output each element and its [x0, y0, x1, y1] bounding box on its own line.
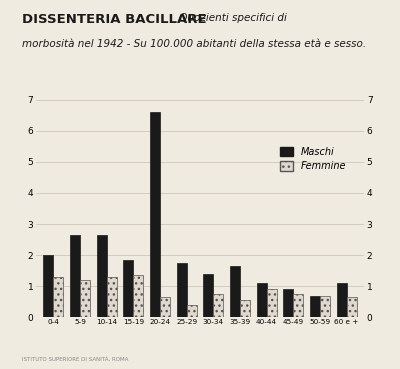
Bar [187, 305, 197, 317]
Bar [283, 289, 293, 317]
Bar [256, 283, 267, 317]
Bar [133, 275, 144, 317]
Text: ISTITUTO SUPERIORE DI SANITÀ, ROMA: ISTITUTO SUPERIORE DI SANITÀ, ROMA [22, 357, 128, 362]
Bar [80, 280, 90, 317]
Bar [176, 263, 187, 317]
Bar [107, 277, 117, 317]
Bar [310, 296, 320, 317]
Text: Quozienti specifici di: Quozienti specifici di [176, 13, 287, 23]
Bar [203, 274, 213, 317]
Bar [123, 260, 133, 317]
Legend: Maschi, Femmine: Maschi, Femmine [278, 144, 349, 175]
Bar [336, 283, 347, 317]
Bar [43, 255, 53, 317]
Bar [320, 296, 330, 317]
Bar [150, 112, 160, 317]
Text: DISSENTERIA BACILLARE: DISSENTERIA BACILLARE [22, 13, 207, 26]
Bar [96, 235, 107, 317]
Bar [267, 289, 277, 317]
Bar [160, 297, 170, 317]
Bar [70, 235, 80, 317]
Bar [213, 294, 224, 317]
Text: morbosità nel 1942 - Su 100.000 abitanti della stessa età e sesso.: morbosità nel 1942 - Su 100.000 abitanti… [22, 39, 366, 49]
Bar [230, 266, 240, 317]
Bar [293, 294, 304, 317]
Bar [347, 297, 357, 317]
Bar [53, 277, 64, 317]
Bar [240, 300, 250, 317]
